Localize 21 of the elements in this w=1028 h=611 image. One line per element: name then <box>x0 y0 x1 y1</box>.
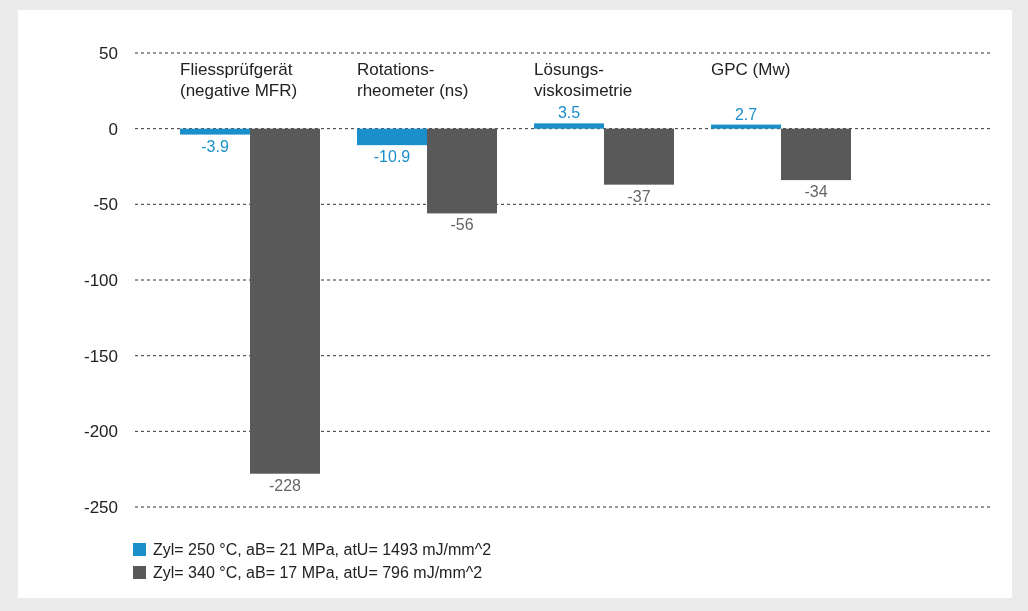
x-tick-label: GPC (Mw) <box>711 60 791 79</box>
legend-label: Zyl= 340 °C, aB= 17 MPa, atU= 796 mJ/mm^2 <box>153 564 483 581</box>
data-label: -56 <box>450 216 474 234</box>
x-tick-label: Rotations- rheometer (ns) <box>357 60 469 100</box>
data-label: -228 <box>268 476 302 494</box>
data-label: -3.9 <box>201 137 229 155</box>
data-label: -10.9 <box>373 148 411 166</box>
data-label: -34 <box>804 183 828 201</box>
y-tick-label: -50 <box>93 195 118 215</box>
y-tick-label: -200 <box>83 422 118 442</box>
y-tick-label: 50 <box>99 44 118 63</box>
x-tick-label: Lösungs- viskosimetrie <box>534 60 633 100</box>
x-tick-label: Fliessprüfgerät (negative MFR) <box>180 60 298 100</box>
y-tick-label: -150 <box>83 346 118 366</box>
data-label: 3.5 <box>557 104 581 122</box>
y-tick-label: -100 <box>83 271 118 290</box>
legend-label: Zyl= 250 °C, aB= 21 MPa, atU= 1493 mJ/mm^2 <box>153 541 492 558</box>
y-tick-label: 0 <box>108 119 118 139</box>
y-tick-label: -250 <box>83 498 118 517</box>
data-label: -37 <box>627 187 651 205</box>
data-label: 2.7 <box>734 105 758 123</box>
